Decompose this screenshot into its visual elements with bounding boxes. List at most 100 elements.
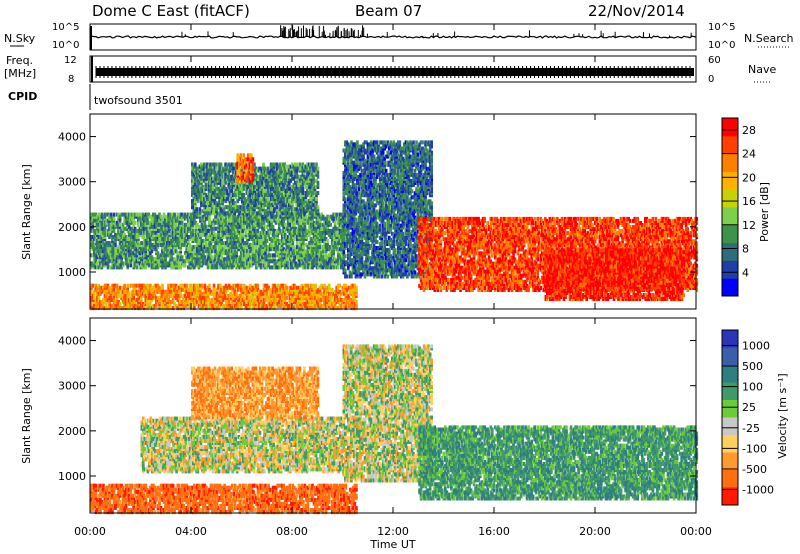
power-cell (174, 295, 178, 300)
power-cell (108, 285, 111, 290)
power-cell (156, 283, 160, 288)
power-cell (133, 300, 137, 304)
power-cell (191, 228, 195, 233)
power-cell (170, 293, 173, 298)
power-cell (173, 283, 176, 288)
power-cell (158, 300, 161, 304)
power-cell (256, 283, 260, 288)
power-cell (335, 300, 338, 304)
power-cell (227, 306, 231, 311)
power-cell (126, 300, 129, 304)
power-cell (106, 285, 110, 290)
power-cell (168, 283, 172, 288)
power-cell (176, 306, 179, 311)
power-cell (191, 232, 195, 237)
power-cell (174, 285, 178, 290)
power-cell (300, 306, 304, 311)
power-cell (132, 289, 135, 294)
power-cell (276, 245, 279, 250)
power-cell (115, 293, 119, 298)
power-cell (150, 293, 154, 298)
power-cell (305, 283, 308, 288)
power-cell (255, 300, 258, 304)
power-cell (138, 300, 142, 304)
power-cell (97, 306, 101, 311)
power-cell (100, 212, 104, 217)
power-cell (242, 186, 246, 191)
power-cell (265, 304, 269, 308)
nave-right-top-tick: 60 (708, 55, 721, 66)
power-cell (177, 293, 181, 298)
power-cell (262, 283, 266, 288)
power-cell (312, 304, 316, 308)
power-cell (199, 283, 202, 288)
power-cell (162, 306, 166, 311)
power-cell (93, 289, 96, 294)
power-cell (152, 306, 155, 311)
power-cell (137, 293, 140, 298)
power-cell (127, 293, 131, 298)
power-cell (146, 297, 149, 302)
power-cell (199, 300, 202, 304)
power-cell (132, 285, 135, 290)
power-cell (215, 287, 219, 292)
power-cell (167, 285, 170, 290)
power-cell (90, 283, 93, 288)
power-cell (274, 300, 278, 304)
power-cell (196, 283, 199, 288)
power-cell (149, 295, 152, 300)
noise-right-bottom-tick: 10^0 (708, 40, 735, 51)
power-cell (177, 302, 181, 306)
power-cell (220, 293, 223, 298)
power-cell (302, 241, 305, 246)
power-cell (112, 228, 116, 233)
power-cell (330, 306, 334, 311)
power-cell (94, 306, 98, 311)
power-cell (265, 287, 269, 292)
power-cell (144, 289, 148, 294)
power-cell (294, 300, 298, 304)
power-cell (138, 287, 142, 292)
power-cell (229, 306, 232, 311)
power-cell (270, 300, 273, 304)
power-cell (332, 300, 335, 304)
power-cell (207, 176, 211, 181)
power-cell (191, 291, 195, 296)
power-cell (250, 300, 254, 304)
power-cell (90, 302, 93, 306)
power-cell (333, 295, 337, 300)
power-cell (282, 283, 285, 288)
power-cell (258, 306, 261, 311)
power-cell (150, 306, 154, 311)
power-cell (271, 285, 275, 290)
power-cell (188, 287, 192, 292)
power-cell (185, 304, 188, 308)
power-cell (158, 285, 161, 290)
power-cell (261, 291, 264, 296)
power-cell (246, 285, 249, 290)
power-cell (283, 291, 287, 296)
power-cell (179, 265, 182, 270)
power-cell (299, 285, 302, 290)
power-cell (285, 306, 288, 311)
power-cell (193, 285, 196, 290)
power-cell (262, 162, 265, 167)
power-cell (123, 283, 126, 288)
power-cell (241, 293, 245, 298)
power-cell (165, 306, 169, 311)
power-cell (112, 306, 116, 311)
power-cell (266, 188, 270, 193)
power-cell (323, 306, 326, 311)
power-cell (179, 300, 182, 304)
power-cell (240, 306, 243, 311)
power-cell (285, 295, 288, 300)
power-cell (336, 297, 340, 302)
power-cell (221, 297, 225, 302)
power-cell (306, 283, 310, 288)
power-cell (193, 291, 196, 296)
power-cell (288, 295, 292, 300)
power-cell (97, 300, 101, 304)
power-cell (247, 289, 251, 294)
power-cell (112, 297, 116, 302)
power-cell (223, 245, 226, 250)
